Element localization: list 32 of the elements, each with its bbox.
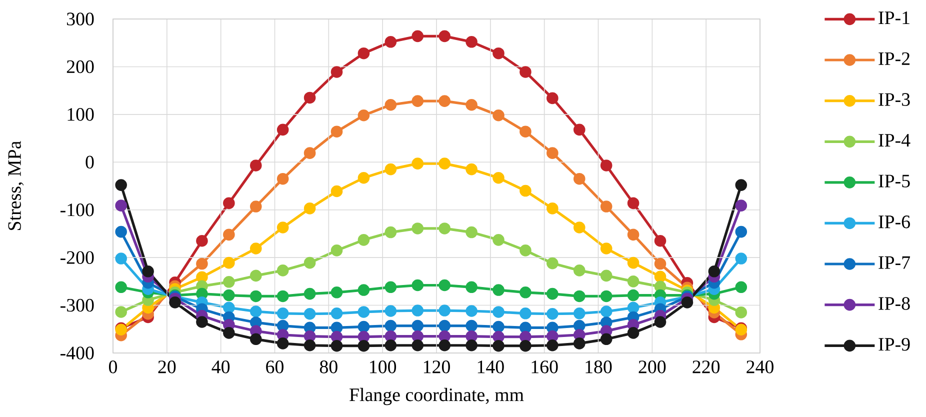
x-tick-label: 220 xyxy=(692,360,720,374)
x-tick-label: 80 xyxy=(320,360,338,374)
legend-label: IP-4 xyxy=(878,134,910,146)
legend-label: IP-7 xyxy=(878,256,910,269)
legend-label: IP-3 xyxy=(878,93,910,106)
y-tick-label: -200 xyxy=(60,251,94,264)
legend-label: IP-8 xyxy=(878,297,910,310)
y-axis-title: Stress, MPa xyxy=(8,141,24,230)
x-tick-label: 140 xyxy=(478,360,504,374)
y-tick-label: -400 xyxy=(60,346,94,360)
x-tick-label: 0 xyxy=(108,360,117,374)
y-tick-label: 200 xyxy=(66,60,94,74)
x-tick-label: 120 xyxy=(424,360,450,374)
y-tick-label: 0 xyxy=(86,156,94,169)
x-tick-label: 160 xyxy=(532,360,558,374)
x-tick-label: 100 xyxy=(370,360,396,374)
legend-label: IP-9 xyxy=(878,338,910,351)
x-tick-label: 40 xyxy=(212,360,230,374)
x-axis-title: Flange coordinate, mm xyxy=(350,388,524,406)
x-tick-label: 180 xyxy=(586,360,612,374)
x-tick-label: 20 xyxy=(158,360,176,374)
legend-label: IP-6 xyxy=(878,216,910,228)
x-tick-label: 200 xyxy=(638,360,666,374)
legend-label: IP-2 xyxy=(878,52,910,65)
y-tick-label: 100 xyxy=(68,108,94,121)
x-tick-label: 240 xyxy=(746,360,774,374)
y-tick-label: 300 xyxy=(67,12,94,26)
legend-label: IP-1 xyxy=(878,12,910,24)
legend-label: IP-5 xyxy=(878,174,910,188)
y-tick-label: -300 xyxy=(60,298,94,312)
x-tick-label: 60 xyxy=(266,360,284,374)
y-tick-label: -100 xyxy=(60,203,94,216)
